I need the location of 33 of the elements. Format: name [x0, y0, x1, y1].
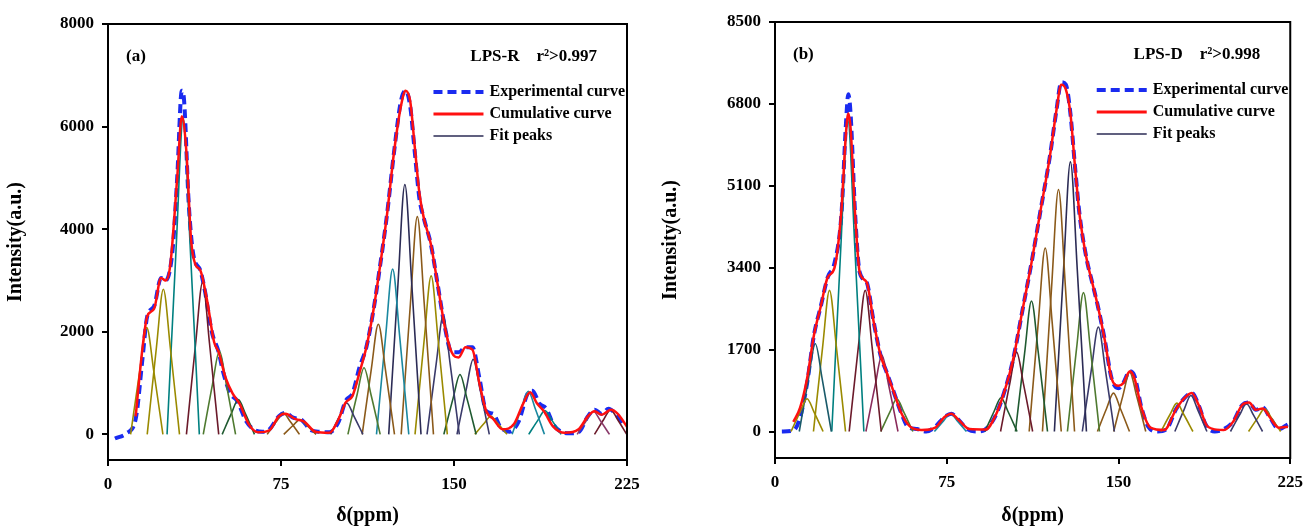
x-tick-label: 75	[938, 471, 956, 491]
y-tick-label: 6800	[727, 93, 761, 113]
x-tick-label: 225	[1277, 471, 1303, 491]
x-axis-title: δ(ppm)	[1001, 503, 1064, 527]
x-tick-label: 0	[103, 473, 113, 493]
legend-label: Experimental curve	[1152, 80, 1289, 99]
y-axis-title: Intensity(a.u.)	[3, 181, 27, 303]
y-tick-label: 3400	[727, 257, 761, 277]
y-tick-label: 4000	[60, 218, 94, 238]
x-tick-label: 75	[272, 473, 290, 493]
y-tick-label: 8500	[727, 11, 761, 31]
x-tick-label: 150	[1105, 471, 1132, 491]
legend-label: Experimental curve	[489, 82, 626, 101]
y-tick-label: 0	[752, 420, 761, 440]
annotation: LPS-D r²>0.998	[1133, 44, 1261, 64]
y-tick-label: 2000	[60, 321, 94, 341]
y-tick-label: 1700	[727, 338, 761, 358]
y-tick-label: 6000	[60, 115, 94, 135]
legend-label: Fit peaks	[489, 126, 553, 145]
y-tick-label: 5100	[727, 175, 761, 195]
x-tick-label: 0	[770, 471, 780, 491]
legend-label: Cumulative curve	[489, 104, 612, 122]
legend-label: Fit peaks	[1152, 124, 1216, 143]
x-tick-label: 150	[441, 473, 467, 493]
annotation: LPS-R r²>0.997	[470, 46, 598, 66]
annotation: (a)	[126, 46, 146, 66]
y-axis-title: Intensity(a.u.)	[658, 179, 682, 301]
y-tick-label: 0	[85, 423, 94, 443]
y-tick-label: 8000	[60, 13, 94, 33]
annotation: (b)	[793, 44, 814, 64]
x-tick-label: 225	[614, 473, 640, 493]
legend-label: Cumulative curve	[1152, 102, 1275, 120]
x-axis-title: δ(ppm)	[336, 503, 399, 527]
